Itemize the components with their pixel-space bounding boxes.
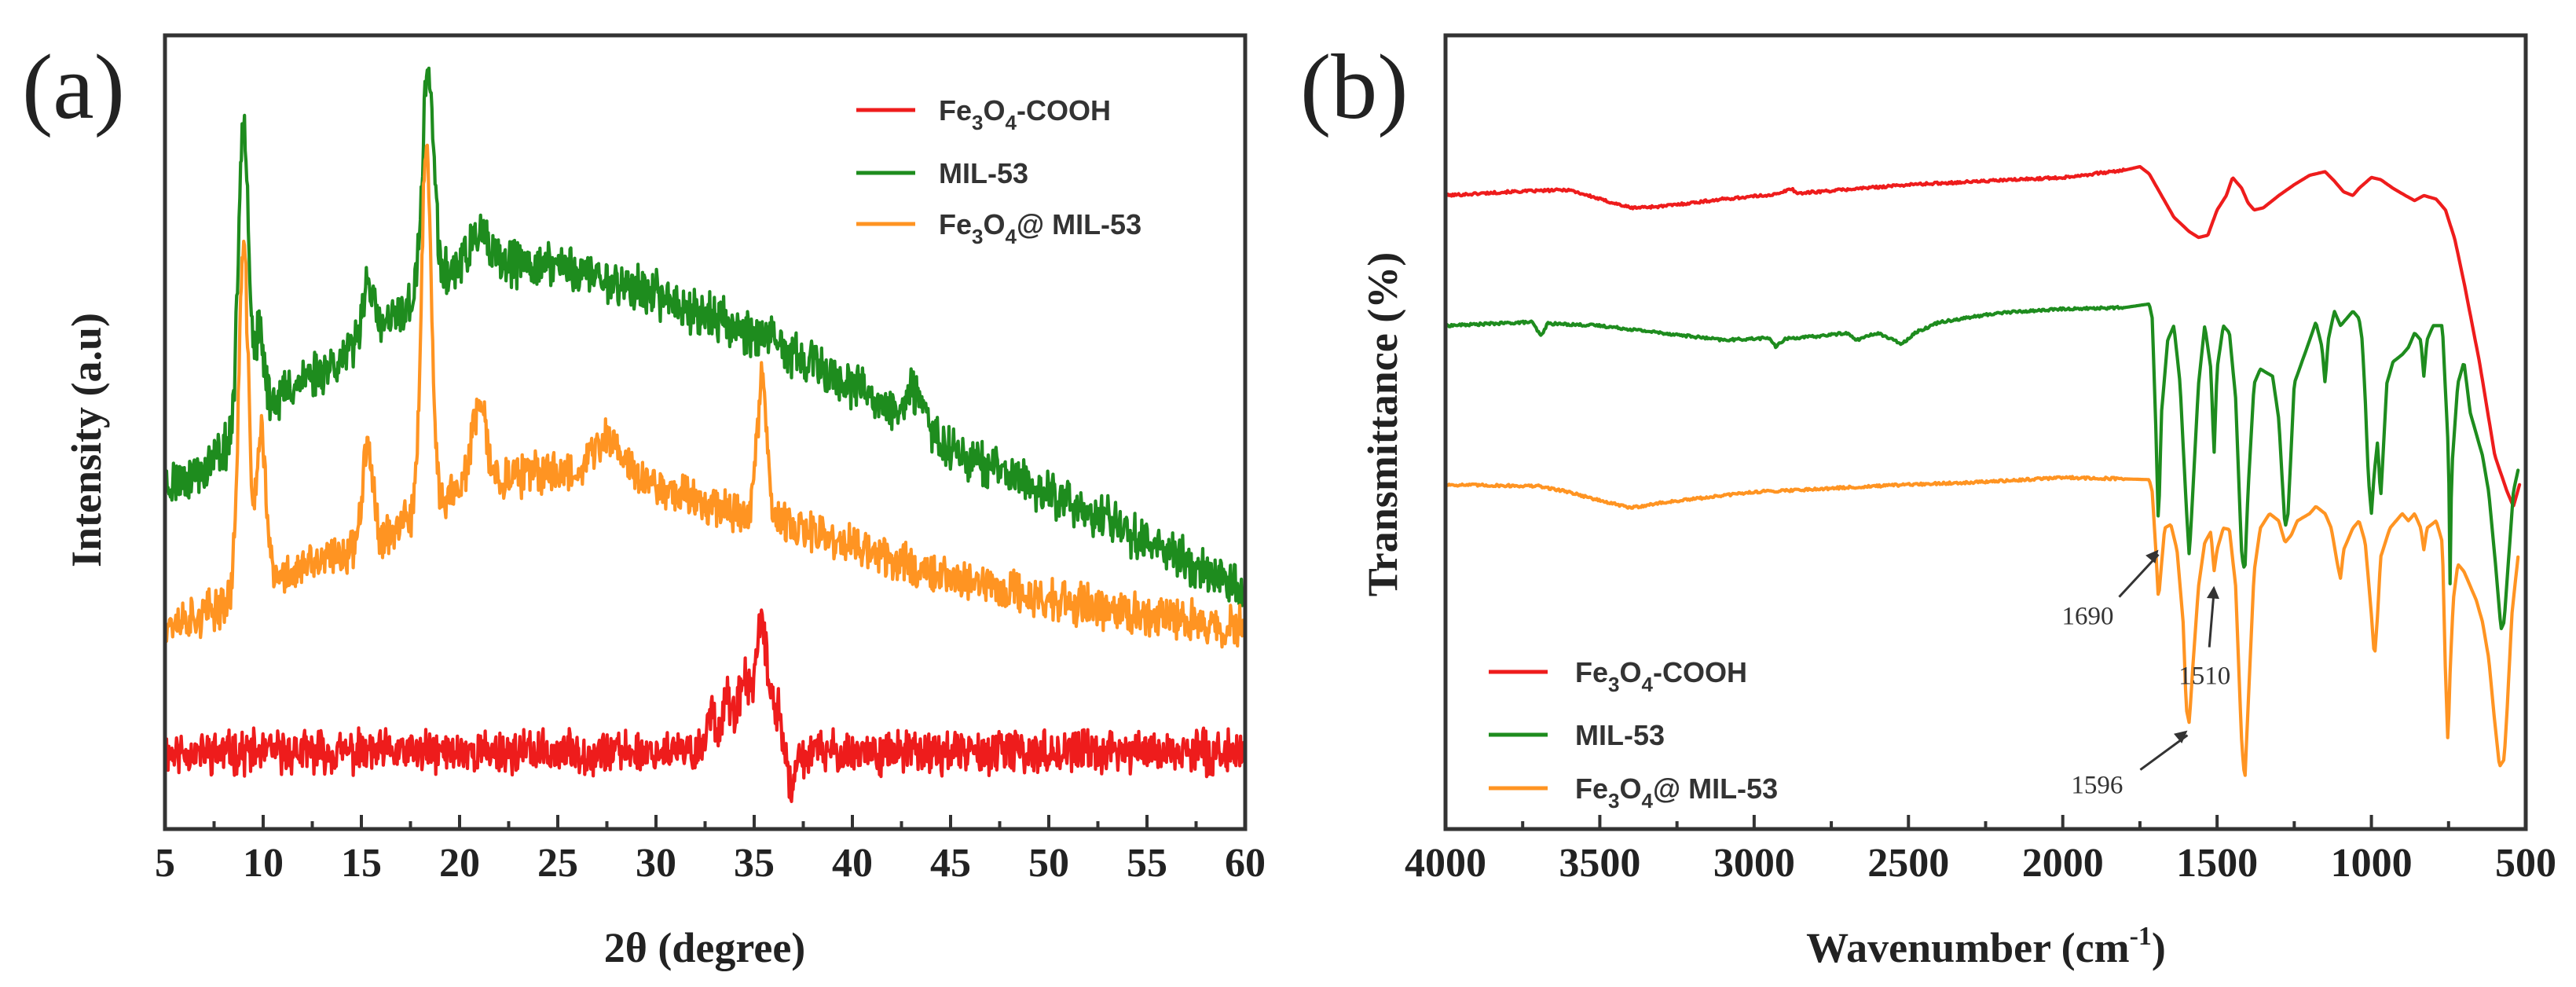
ftir-legend-label-fe3o4-cooh: Fe3O4-COOH — [1575, 656, 1747, 696]
xrd-x-tick-label: 20 — [439, 841, 480, 886]
xrd-legend-label-fe3o4-mil53: Fe3O4@ MIL-53 — [939, 208, 1141, 248]
xrd-x-tick-label: 5 — [155, 841, 175, 886]
ftir-series-line-fe3o4-cooh — [1443, 165, 2522, 508]
xrd-x-tick-label: 15 — [341, 841, 382, 886]
ftir-x-tick-label: 1000 — [2331, 841, 2413, 886]
ftir-legend-label-fe3o4-mil53: Fe3O4@ MIL-53 — [1575, 772, 1778, 813]
xrd-series-line-fe3o4-cooh — [163, 608, 1248, 803]
xrd-legend-item-fe3o4-cooh: Fe3O4-COOH — [856, 94, 1111, 134]
ftir-x-tick-label: 3500 — [1559, 841, 1640, 886]
ftir-x-axis-title: Wavenumber (cm-1) — [1806, 922, 2166, 971]
xrd-legend-label-fe3o4-cooh: Fe3O4-COOH — [939, 94, 1111, 134]
xrd-x-tick-label: 25 — [537, 841, 578, 886]
xrd-x-tick-label: 30 — [636, 841, 676, 886]
xrd-legend: Fe3O4-COOH MIL-53 Fe3O4@ MIL-53 — [856, 94, 1141, 248]
xrd-legend-item-mil53: MIL-53 — [856, 157, 1028, 189]
ftir-legend-item-fe3o4-cooh: Fe3O4-COOH — [1489, 656, 1747, 696]
ftir-x-tick-label: 2000 — [2022, 841, 2104, 886]
ftir-x-tick-label: 4000 — [1405, 841, 1486, 886]
xrd-x-tick-label: 35 — [734, 841, 775, 886]
ftir-series-group — [1443, 165, 2522, 777]
peak-label-1510: 1510 — [2178, 662, 2230, 691]
peak-arrow-head-1510 — [2207, 585, 2219, 600]
ftir-plot-frame — [1443, 33, 2528, 831]
ftir-x-tick-label: 3000 — [1713, 841, 1795, 886]
xrd-series-line-mil-53 — [163, 66, 1248, 611]
xrd-x-tick-label: 40 — [832, 841, 873, 886]
panel-label-a: (a) — [22, 35, 125, 138]
peak-label-1596: 1596 — [2071, 772, 2123, 800]
ftir-chart-panel: (b) 4000 3500 3000 2500 2000 1500 1000 500 Wave… — [1300, 33, 2556, 971]
ftir-x-tick-label: 1500 — [2176, 841, 2258, 886]
xrd-x-tick-label: 50 — [1028, 841, 1069, 886]
xrd-legend-label-mil53: MIL-53 — [939, 157, 1028, 189]
ftir-y-axis-title: Transmittance (%) — [1359, 252, 1406, 596]
ftir-series-line-mil-53 — [1443, 302, 2520, 630]
ftir-x-tick-label: 2500 — [1867, 841, 1949, 886]
ftir-legend-item-fe3o4-mil53: Fe3O4@ MIL-53 — [1489, 772, 1778, 813]
peak-arrow-line-1690 — [2118, 553, 2160, 598]
xrd-x-tick-label: 45 — [930, 841, 971, 886]
xrd-x-axis-title: 2θ (degree) — [604, 924, 806, 971]
peak-arrow-line-1596 — [2139, 734, 2189, 771]
peak-arrow-head-1596 — [2174, 730, 2188, 743]
xrd-x-ticks: 5 10 15 20 25 30 35 40 45 50 55 60 — [155, 815, 1266, 886]
ftir-legend: Fe3O4-COOH MIL-53 Fe3O4@ MIL-53 — [1489, 656, 1778, 813]
xrd-plot-frame — [163, 33, 1248, 831]
xrd-x-tick-label: 10 — [243, 841, 284, 886]
panel-label-b: (b) — [1300, 35, 1409, 138]
xrd-legend-item-fe3o4-mil53: Fe3O4@ MIL-53 — [856, 208, 1141, 248]
xrd-x-tick-label: 60 — [1225, 841, 1266, 886]
ftir-x-ticks: 4000 3500 3000 2500 2000 1500 1000 500 — [1405, 815, 2556, 886]
xrd-y-axis-title: Intensity (a.u) — [63, 313, 110, 567]
peak-label-1690: 1690 — [2062, 603, 2114, 631]
ftir-legend-label-mil53: MIL-53 — [1575, 719, 1665, 751]
peak-arrow-head-1690 — [2145, 549, 2159, 564]
xrd-series-line-fe3o4-mil-53 — [163, 143, 1248, 649]
peak-arrow-line-1510 — [2208, 590, 2215, 648]
ftir-x-tick-label: 500 — [2495, 841, 2556, 886]
ftir-series-line-fe3o4-mil-53 — [1443, 475, 2520, 777]
ftir-legend-item-mil53: MIL-53 — [1489, 719, 1665, 751]
ftir-peak-annotations: 1690 1510 1596 — [2062, 549, 2230, 800]
xrd-series-group — [163, 66, 1248, 803]
xrd-chart-panel: (a) 5 10 15 20 25 30 35 40 45 50 55 60 2θ (degree) … — [22, 33, 1266, 971]
xrd-x-tick-label: 55 — [1127, 841, 1167, 886]
